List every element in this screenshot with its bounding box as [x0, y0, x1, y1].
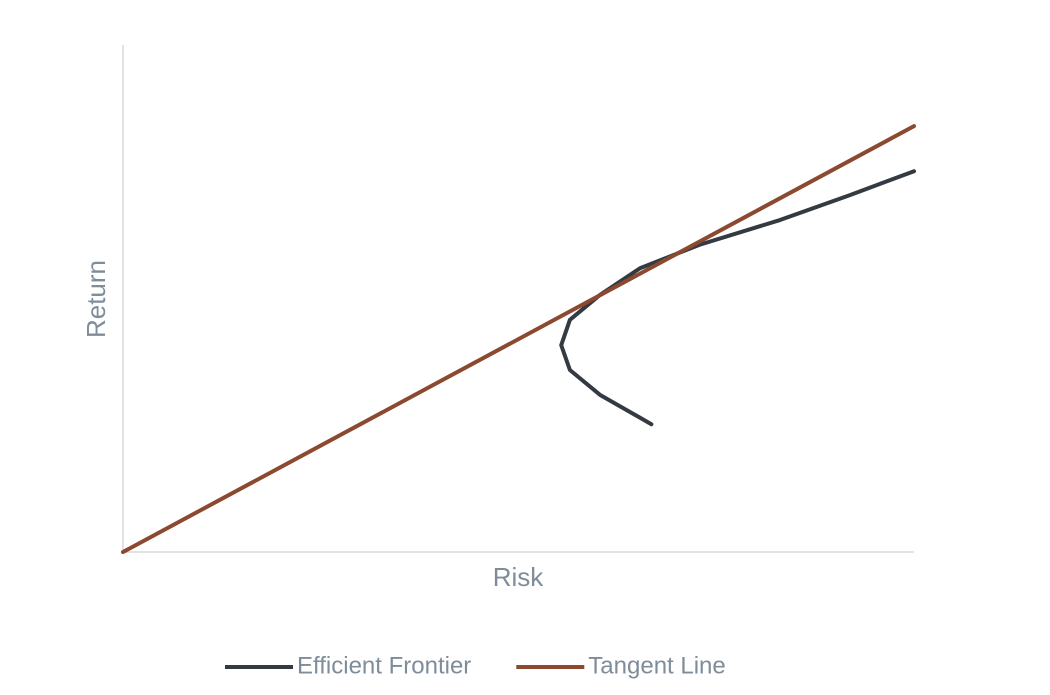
y-axis-label: Return — [81, 260, 111, 338]
x-axis-label: Risk — [493, 562, 545, 592]
legend-label: Tangent Line — [588, 652, 725, 679]
series-line — [121, 124, 916, 554]
legend-label: Efficient Frontier — [297, 652, 471, 679]
series-line — [559, 169, 916, 427]
